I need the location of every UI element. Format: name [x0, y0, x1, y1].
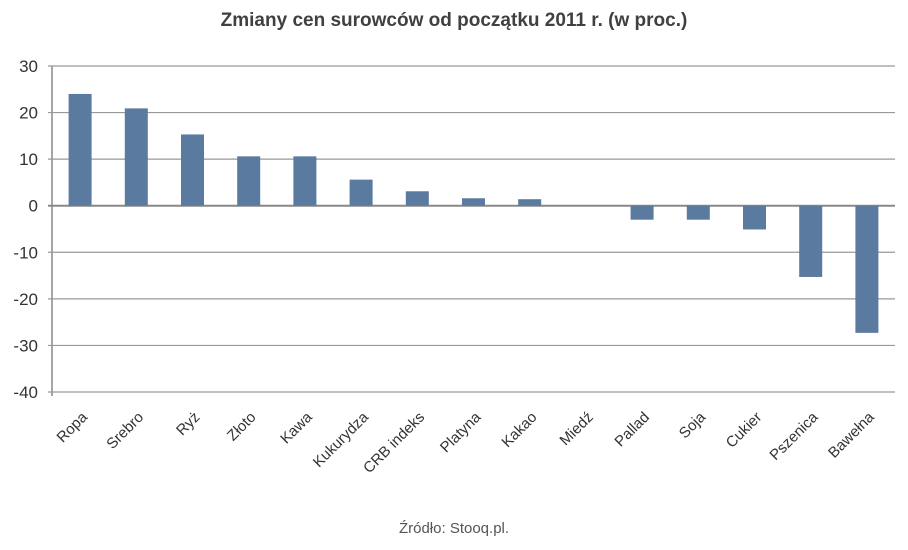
bar-ryż — [181, 134, 204, 206]
bar-kawa — [293, 156, 317, 206]
bar-srebro — [124, 108, 148, 206]
x-tick-label: Złoto — [224, 409, 260, 445]
bar-soja — [686, 205, 710, 220]
source-note: Źródło: Stooq.pl. — [398, 520, 510, 537]
bar-crb-indeks — [405, 191, 429, 206]
x-tick-label: Kakao — [498, 409, 540, 451]
y-tick-label: -40 — [13, 383, 38, 402]
y-tick-label: 30 — [19, 57, 38, 76]
bar-pszenica — [799, 205, 823, 277]
x-tick-label: Bawełna — [825, 408, 878, 461]
y-tick-label: -20 — [13, 290, 38, 309]
x-tick-label: Kawa — [277, 408, 316, 447]
bar-kakao — [518, 199, 542, 206]
x-tick-label: Srebro — [103, 409, 147, 453]
x-tick-label: Pszenica — [766, 408, 822, 464]
chart-title: Zmiany cen surowców od początku 2011 r. … — [220, 10, 688, 31]
y-tick-label: 0 — [29, 197, 38, 216]
x-tick-label: Cukier — [723, 409, 766, 452]
x-tick-label: CRB indeks — [360, 409, 428, 477]
y-tick-label: 10 — [19, 150, 38, 169]
x-tick-label: Ryż — [173, 409, 203, 439]
y-tick-label: -30 — [13, 336, 38, 355]
y-tick-label: -10 — [13, 243, 38, 262]
bar-pallad — [630, 205, 654, 220]
bar-złoto — [237, 156, 261, 206]
bar-kukurydza — [349, 179, 373, 206]
y-tick-label: 20 — [19, 104, 38, 123]
x-tick-label: Miedź — [556, 409, 596, 449]
x-tick-label: Ropa — [54, 408, 92, 446]
bar-cukier — [743, 205, 766, 230]
x-tick-label: Platyna — [437, 408, 485, 456]
bar-ropa — [68, 93, 92, 206]
x-tick-label: Pallad — [611, 409, 653, 451]
bar-bawełna — [855, 205, 879, 333]
x-tick-label: Soja — [676, 408, 710, 442]
bar-platyna — [462, 198, 485, 206]
